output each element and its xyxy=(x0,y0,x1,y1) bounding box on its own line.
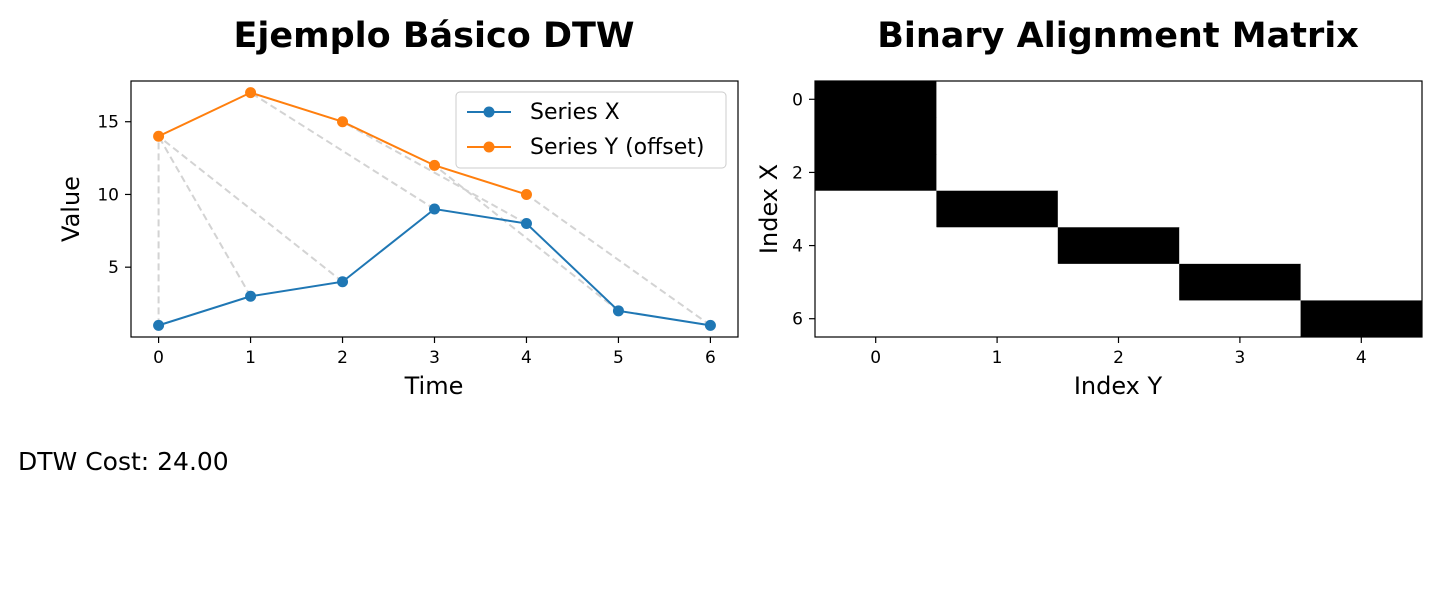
matrix-cell xyxy=(1300,154,1423,192)
matrix-cell xyxy=(1057,117,1180,155)
x-tick-label: 1 xyxy=(245,348,256,368)
matrix-cell xyxy=(1057,190,1180,228)
matrix-cell xyxy=(815,117,937,155)
x-tick-label: 4 xyxy=(521,348,532,368)
alignment-line xyxy=(433,164,620,312)
y-tick-label: 4 xyxy=(792,237,803,257)
matrix-cell xyxy=(936,81,1059,119)
data-point xyxy=(520,218,532,230)
chart1-x-axis-label: Time xyxy=(404,372,464,400)
y-tick-label: 10 xyxy=(97,185,119,205)
matrix-cell xyxy=(815,190,937,228)
data-point xyxy=(612,305,624,317)
matrix-cell xyxy=(1057,154,1180,192)
chart2-y-axis-label: Index X xyxy=(755,164,783,254)
matrix-cell xyxy=(1057,300,1180,338)
chart2-title: Binary Alignment Matrix xyxy=(877,16,1359,56)
data-point xyxy=(520,188,532,200)
chart2-x-axis-label: Index Y xyxy=(1074,372,1163,400)
legend-marker-series-y xyxy=(483,141,495,153)
matrix-cell xyxy=(936,263,1059,301)
alignment-line xyxy=(525,193,711,327)
matrix-cell xyxy=(1057,263,1180,301)
data-point xyxy=(337,276,349,288)
matrix-cell xyxy=(1179,227,1302,265)
y-tick-label: 2 xyxy=(792,163,803,183)
matrix-cell xyxy=(1300,300,1423,338)
series-lines xyxy=(153,87,716,331)
matrix-cell xyxy=(1179,81,1302,119)
matrix-cell xyxy=(936,117,1059,155)
chart1-x-ticks: 0 1 2 3 4 5 6 xyxy=(153,337,716,368)
x-tick-label: 4 xyxy=(1356,348,1367,368)
matrix-cell xyxy=(1300,227,1423,265)
data-point xyxy=(704,319,716,331)
y-tick-label: 0 xyxy=(792,90,803,110)
matrix-cell xyxy=(815,263,937,301)
matrix-cell xyxy=(1179,190,1302,228)
x-tick-label: 1 xyxy=(992,348,1003,368)
chart1-y-ticks: 5 10 15 xyxy=(97,113,131,278)
x-tick-label: 2 xyxy=(337,348,348,368)
matrix-cell xyxy=(1300,263,1423,301)
matrix-cell xyxy=(936,154,1059,192)
alignment-line xyxy=(157,135,344,283)
dtw-line-chart: Ejemplo Básico DTW 0 1 2 3 4 5 6 5 10 15 Time Va… xyxy=(57,16,739,400)
data-point xyxy=(337,116,349,128)
chart1-legend: Series X Series Y (offset) xyxy=(455,91,727,169)
legend-label-series-x: Series X xyxy=(530,100,620,125)
matrix-cell xyxy=(1179,154,1302,192)
y-tick-label: 6 xyxy=(792,310,803,330)
chart1-title: Ejemplo Básico DTW xyxy=(233,16,634,56)
y-tick-label: 5 xyxy=(108,258,119,278)
matrix-cell xyxy=(936,190,1059,228)
y-tick-label: 15 xyxy=(97,113,119,133)
matrix-cell xyxy=(1179,263,1302,301)
alignment-lines xyxy=(157,91,711,327)
legend-frame xyxy=(455,91,727,169)
matrix-cell xyxy=(1300,81,1423,119)
matrix-cell xyxy=(815,154,937,192)
matrix-cell xyxy=(1179,117,1302,155)
matrix-cell xyxy=(936,300,1059,338)
matrix-cells xyxy=(815,81,1423,338)
alignment-line xyxy=(157,135,252,297)
alignment-matrix-chart: Binary Alignment Matrix 0 1 2 3 4 0 2 4 6 Index… xyxy=(755,16,1423,400)
legend-label-series-y: Series Y (offset) xyxy=(530,135,705,160)
data-point xyxy=(245,87,257,99)
chart1-y-axis-label: Value xyxy=(57,176,85,242)
matrix-cell xyxy=(815,300,937,338)
x-tick-label: 5 xyxy=(613,348,624,368)
data-point xyxy=(153,319,165,331)
chart2-y-ticks: 0 2 4 6 xyxy=(792,90,815,330)
matrix-cell xyxy=(1300,190,1423,228)
legend-marker-series-x xyxy=(483,106,495,118)
matrix-cell xyxy=(1057,227,1180,265)
matrix-cell xyxy=(815,227,937,265)
x-tick-label: 0 xyxy=(870,348,881,368)
matrix-cell xyxy=(815,81,937,119)
matrix-cell xyxy=(936,227,1059,265)
alignment-line xyxy=(250,91,436,210)
x-tick-label: 6 xyxy=(705,348,716,368)
data-point xyxy=(429,159,440,171)
matrix-cell xyxy=(1300,117,1423,155)
dtw-cost-text: DTW Cost: 24.00 xyxy=(18,447,229,476)
matrix-cell xyxy=(1057,81,1180,119)
data-point xyxy=(429,203,440,215)
x-tick-label: 2 xyxy=(1113,348,1124,368)
x-tick-label: 0 xyxy=(153,348,164,368)
x-tick-label: 3 xyxy=(429,348,440,368)
alignment-line xyxy=(342,120,527,225)
x-tick-label: 3 xyxy=(1234,348,1245,368)
data-point xyxy=(153,130,165,142)
matrix-cell xyxy=(1179,300,1302,338)
chart2-x-ticks: 0 1 2 3 4 xyxy=(870,337,1367,368)
data-point xyxy=(245,290,257,302)
